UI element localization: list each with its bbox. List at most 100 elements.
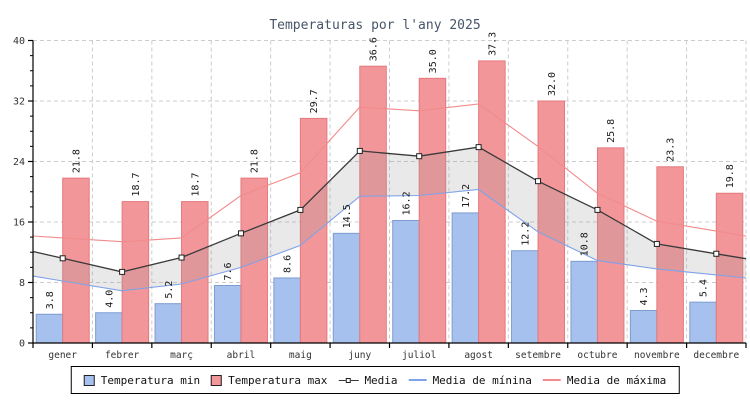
bar-value-label: 32.0 bbox=[547, 72, 558, 96]
legend-label-media: Media bbox=[364, 373, 398, 387]
media-marker bbox=[416, 153, 423, 160]
x-axis-month-label: setembre bbox=[515, 350, 561, 361]
x-axis-month-label: maig bbox=[289, 350, 312, 361]
bar-value-label: 14.5 bbox=[342, 204, 353, 228]
media-marker bbox=[178, 254, 185, 261]
axes-group: 0 8 16 24 32 40 gener febrer març abril maig juny ju… bbox=[13, 36, 747, 361]
bar-temperatura-min-novembre bbox=[629, 309, 658, 344]
bar-value-label: 21.8 bbox=[71, 149, 82, 173]
media-marker bbox=[119, 268, 126, 275]
x-axis-month-label: juny bbox=[348, 350, 371, 361]
y-axis-tick-label: 40 bbox=[13, 36, 25, 47]
legend-label-temperatura-max: Temperatura max bbox=[228, 373, 328, 387]
media-marker bbox=[475, 144, 482, 151]
x-axis-month-label: juliol bbox=[402, 350, 436, 361]
media-de-maxima-line bbox=[32, 103, 747, 243]
y-axis-tick-label: 16 bbox=[13, 218, 25, 229]
media-de-minina-line bbox=[32, 188, 747, 292]
legend-swatch-temperatura-max bbox=[211, 374, 223, 386]
temperature-chart: 3.8 4.0 5.2 7.6 8.6 14.5 16.2 17.2 12.2 10.8 4.3 5.… bbox=[13, 18, 747, 361]
media-marker bbox=[535, 178, 542, 185]
bar-value-label: 16.2 bbox=[401, 191, 412, 215]
legend-item-temperatura-min: Temperatura min bbox=[83, 373, 201, 387]
bar-value-label: 4.0 bbox=[104, 290, 115, 308]
bar-temperatura-min-marc bbox=[154, 303, 183, 344]
bar-value-label: 25.8 bbox=[606, 119, 617, 143]
bar-value-label: 36.6 bbox=[369, 37, 380, 61]
bar-value-label: 7.6 bbox=[223, 262, 234, 280]
bar-temperatura-min-juliol bbox=[392, 219, 420, 344]
x-axis-month-label: febrer bbox=[105, 350, 140, 361]
x-axis-month-label: decembre bbox=[693, 350, 739, 361]
chart-title: Temperaturas por l'any 2025 bbox=[269, 18, 480, 33]
legend-item-temperatura-max: Temperatura max bbox=[211, 373, 328, 387]
bar-temperatura-min-gener bbox=[35, 313, 64, 344]
bar-value-label: 4.3 bbox=[639, 287, 650, 305]
legend-label-media-de-maxima: Media de máxima bbox=[566, 373, 667, 387]
media-marker bbox=[297, 206, 304, 213]
legend-marker-symbol-media bbox=[338, 376, 359, 385]
x-axis-month-label: octubre bbox=[577, 350, 617, 361]
bar-value-label: 21.8 bbox=[250, 149, 261, 173]
media-marker bbox=[594, 206, 601, 213]
bar-value-label: 29.7 bbox=[309, 89, 320, 113]
band-group bbox=[33, 147, 746, 291]
bar-temperatura-min-maig bbox=[273, 277, 301, 344]
bar-temperatura-max-agost bbox=[478, 60, 506, 344]
bar-temperatura-min-octubre bbox=[570, 260, 598, 344]
y-axis-tick-label: 32 bbox=[13, 97, 25, 108]
bar-value-label: 17.2 bbox=[461, 184, 472, 208]
bar-value-label: 8.6 bbox=[283, 255, 294, 273]
bar-value-label: 19.8 bbox=[725, 164, 736, 188]
bar-value-label: 5.2 bbox=[164, 281, 175, 299]
bar-value-label: 35.0 bbox=[428, 49, 439, 73]
media-marker bbox=[713, 250, 720, 257]
media-marker bbox=[59, 255, 66, 262]
bar-value-label: 5.4 bbox=[699, 279, 710, 297]
legend-box: Temperatura min Temperatura max Media Media… bbox=[70, 366, 680, 394]
y-axis-tick-label: 8 bbox=[19, 278, 25, 289]
bar-temperatura-max-juny bbox=[359, 65, 387, 344]
mean-range-band bbox=[33, 147, 746, 291]
bar-value-label: 18.7 bbox=[190, 172, 201, 196]
media-line bbox=[32, 146, 747, 273]
bar-value-label: 18.7 bbox=[131, 172, 142, 196]
gridlines-group bbox=[33, 40, 747, 343]
legend-line-swatch-media-de-maxima bbox=[542, 379, 561, 381]
bar-temperatura-max-febrer bbox=[121, 201, 150, 344]
bar-temperatura-min-setembre bbox=[511, 250, 539, 344]
x-axis-month-label: abril bbox=[227, 350, 256, 361]
bar-temperatura-max-abril bbox=[240, 177, 268, 344]
y-axis-tick-label: 0 bbox=[19, 339, 25, 350]
legend-item-media-de-maxima: Media de máxima bbox=[542, 373, 667, 387]
bar-temperatura-min-decembre bbox=[689, 301, 717, 344]
bar-value-label: 37.3 bbox=[487, 32, 498, 56]
bar-value-label: 12.2 bbox=[520, 222, 531, 246]
x-axis-month-label: març bbox=[170, 350, 193, 361]
legend-label-temperatura-min: Temperatura min bbox=[100, 373, 201, 387]
lines-group bbox=[32, 103, 747, 292]
bar-value-label: 10.8 bbox=[580, 232, 591, 256]
x-axis-month-label: novembre bbox=[634, 350, 680, 361]
legend-label-media-de-minina: Media de mínina bbox=[432, 373, 532, 387]
bar-value-label: 3.8 bbox=[45, 291, 56, 309]
bar-temperatura-max-marc bbox=[181, 201, 209, 344]
bar-value-label: 23.3 bbox=[666, 138, 677, 162]
legend-line-swatch-media-de-minina bbox=[408, 379, 427, 381]
bar-temperatura-min-abril bbox=[213, 285, 242, 344]
legend-item-media: Media bbox=[338, 373, 398, 387]
media-marker bbox=[356, 147, 363, 154]
bar-temperatura-min-febrer bbox=[95, 312, 123, 344]
bar-temperatura-max-juliol bbox=[418, 77, 447, 344]
bar-temperatura-max-setembre bbox=[537, 100, 566, 344]
bar-temperatura-min-juny bbox=[332, 232, 361, 344]
media-marker bbox=[653, 240, 660, 247]
legend-square-marker bbox=[345, 377, 351, 383]
legend-swatch-temperatura-min bbox=[83, 374, 95, 386]
bars-group bbox=[35, 60, 744, 344]
media-marker bbox=[237, 230, 244, 237]
y-axis-tick-label: 24 bbox=[13, 157, 25, 168]
legend-item-media-de-minina: Media de mínina bbox=[408, 373, 532, 387]
bar-temperatura-min-agost bbox=[451, 212, 480, 344]
